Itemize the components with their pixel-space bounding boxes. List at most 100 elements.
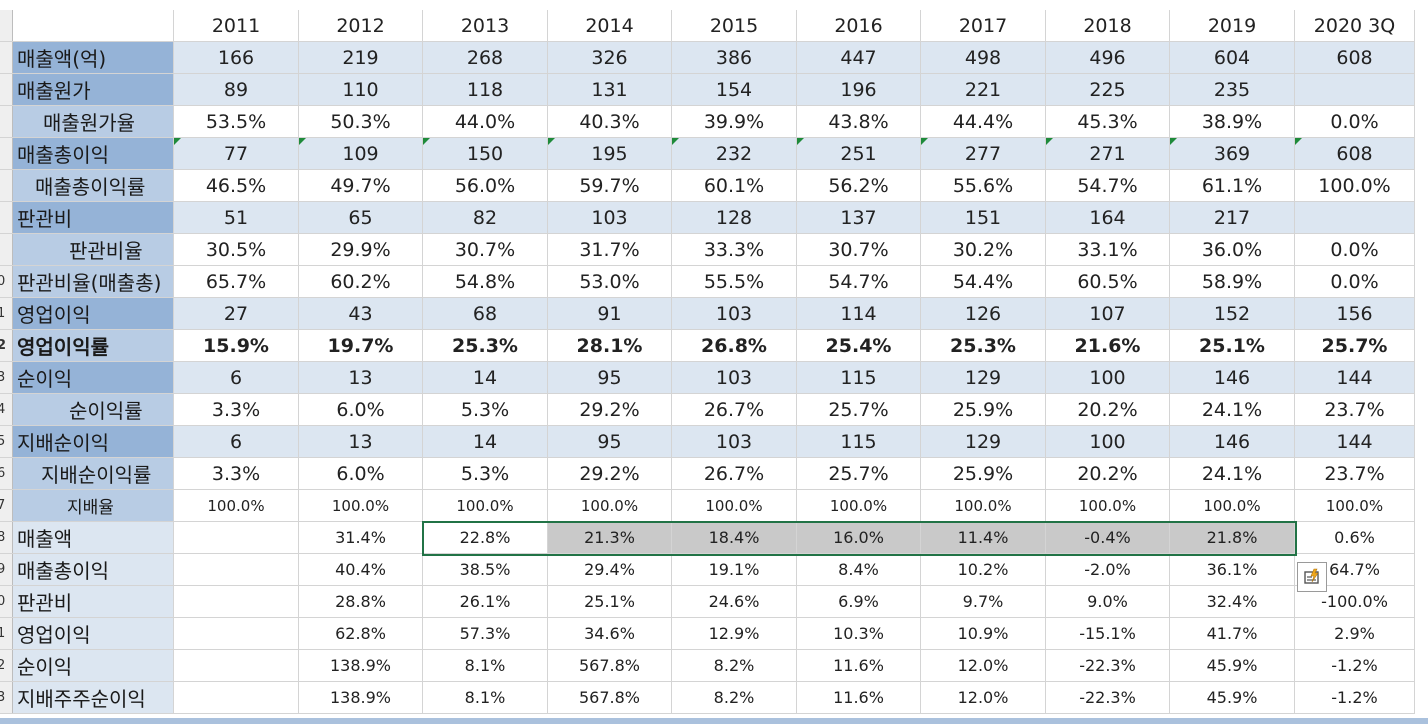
data-cell[interactable]: 110 [298,73,423,106]
data-cell[interactable]: 146 [1169,361,1295,394]
row-label-cell[interactable]: 영업이익 [12,297,174,330]
data-cell[interactable]: 6 [173,361,299,394]
data-cell[interactable]: 100.0% [422,489,548,522]
data-cell[interactable]: 30.5% [173,233,299,266]
data-cell[interactable]: 386 [671,41,797,74]
data-cell[interactable]: 25.9% [920,393,1046,426]
data-cell[interactable]: 24.1% [1169,393,1295,426]
row-number[interactable]: 2 [0,329,13,362]
data-cell[interactable]: 498 [920,41,1046,74]
data-cell[interactable]: 62.8% [298,617,423,650]
data-cell[interactable]: 13 [298,425,423,458]
data-cell[interactable]: 91 [547,297,672,330]
row-label-cell[interactable]: 매출총이익 [12,553,174,586]
row-number[interactable]: 9 [0,553,13,586]
data-cell[interactable]: 100.0% [920,489,1046,522]
data-cell[interactable]: 26.1% [422,585,548,618]
row-number[interactable] [0,169,13,202]
data-cell[interactable]: 36.0% [1169,233,1295,266]
data-cell[interactable]: 103 [547,201,672,234]
data-cell[interactable]: 103 [671,425,797,458]
data-cell[interactable]: 23.7% [1294,457,1415,490]
row-number[interactable] [0,10,13,42]
data-cell[interactable]: 8.2% [671,649,797,682]
error-indicator-icon[interactable] [672,138,679,145]
error-indicator-icon[interactable] [548,138,555,145]
data-cell[interactable]: 604 [1169,41,1295,74]
data-cell[interactable]: 21.6% [1045,329,1170,362]
data-cell[interactable]: -1.2% [1294,681,1415,714]
data-cell[interactable]: 28.8% [298,585,423,618]
data-cell[interactable]: 151 [920,201,1046,234]
data-cell[interactable]: -1.2% [1294,649,1415,682]
data-cell[interactable]: 54.7% [796,265,921,298]
data-cell[interactable]: 14 [422,425,548,458]
data-cell[interactable]: 277 [920,137,1046,170]
data-cell[interactable]: 11.6% [796,681,921,714]
data-cell[interactable]: 25.3% [920,329,1046,362]
data-cell[interactable]: 10.3% [796,617,921,650]
row-number[interactable]: 0 [0,585,13,618]
data-cell[interactable]: 103 [671,361,797,394]
data-cell[interactable]: 23.7% [1294,393,1415,426]
data-cell[interactable]: 31.4% [298,521,423,554]
row-label-cell[interactable]: 지배순이익률 [12,457,174,490]
data-cell[interactable]: 29.9% [298,233,423,266]
data-cell[interactable] [173,553,299,586]
year-header-cell[interactable]: 2016 [796,10,921,42]
data-cell[interactable]: 225 [1045,73,1170,106]
data-cell[interactable]: 11.6% [796,649,921,682]
data-cell[interactable]: 59.7% [547,169,672,202]
data-cell[interactable]: 100.0% [547,489,672,522]
data-cell[interactable]: 65.7% [173,265,299,298]
row-label-cell[interactable]: 판관비율(매출총) [12,265,174,298]
data-cell[interactable]: 138.9% [298,649,423,682]
data-cell[interactable]: 100.0% [173,489,299,522]
row-number[interactable]: 0 [0,265,13,298]
data-cell[interactable]: 8.1% [422,649,548,682]
row-label-cell[interactable]: 순이익 [12,361,174,394]
row-label-cell[interactable]: 판관비율 [12,233,174,266]
data-cell[interactable]: 25.7% [796,457,921,490]
row-number[interactable] [0,41,13,74]
data-cell[interactable]: 38.9% [1169,105,1295,138]
row-label-cell[interactable]: 영업이익 [12,617,174,650]
data-cell[interactable]: 26.8% [671,329,797,362]
data-cell[interactable]: 100 [1045,425,1170,458]
data-cell[interactable]: 232 [671,137,797,170]
data-cell[interactable]: 567.8% [547,681,672,714]
data-cell[interactable]: 100 [1045,361,1170,394]
data-cell[interactable]: -100.0% [1294,585,1415,618]
data-cell[interactable]: 25.4% [796,329,921,362]
row-number[interactable] [0,137,13,170]
data-cell[interactable]: 15.9% [173,329,299,362]
data-cell[interactable]: 26.7% [671,457,797,490]
row-number[interactable] [0,233,13,266]
row-label-cell[interactable]: 지배율 [12,489,174,522]
row-label-cell[interactable]: 순이익률 [12,393,174,426]
row-label-cell[interactable]: 매출액 [12,521,174,554]
row-label-cell[interactable]: 판관비 [12,201,174,234]
data-cell[interactable]: 95 [547,361,672,394]
data-cell[interactable]: 95 [547,425,672,458]
row-number[interactable]: 1 [0,617,13,650]
data-cell[interactable]: 53.5% [173,105,299,138]
data-cell[interactable]: 5.3% [422,457,548,490]
data-cell[interactable] [1294,73,1415,106]
data-cell[interactable]: 44.4% [920,105,1046,138]
data-cell[interactable]: 49.7% [298,169,423,202]
data-cell[interactable]: 9.7% [920,585,1046,618]
data-cell[interactable]: 53.0% [547,265,672,298]
data-cell[interactable]: 61.1% [1169,169,1295,202]
year-header-cell[interactable]: 2012 [298,10,423,42]
error-indicator-icon[interactable] [174,138,181,145]
data-cell[interactable]: 567.8% [547,649,672,682]
data-cell[interactable]: 126 [920,297,1046,330]
data-cell[interactable]: 251 [796,137,921,170]
data-cell[interactable]: 89 [173,73,299,106]
year-header-cell[interactable]: 2015 [671,10,797,42]
data-cell[interactable]: 65 [298,201,423,234]
data-cell[interactable]: -0.4% [1045,521,1170,554]
data-cell[interactable]: 31.7% [547,233,672,266]
error-indicator-icon[interactable] [921,138,928,145]
